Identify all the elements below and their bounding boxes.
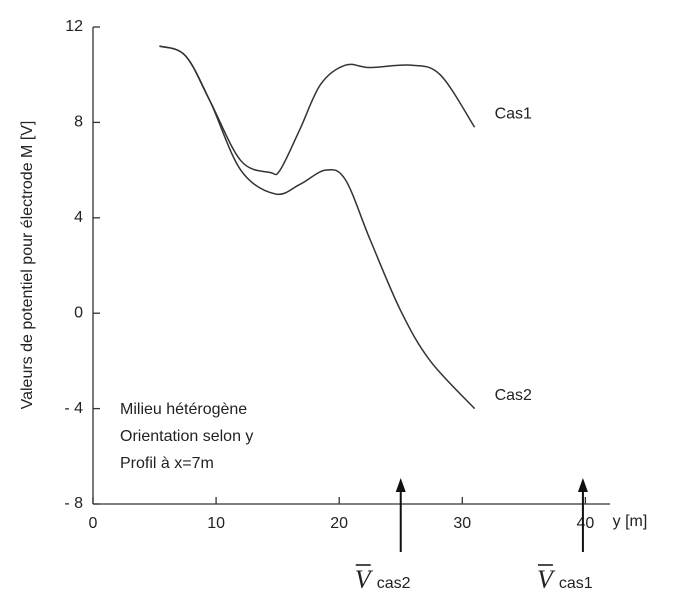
x-tick-label: 30 (453, 515, 471, 532)
x-tick-label: 10 (207, 515, 225, 532)
annotation: Milieu hétérogène (120, 401, 247, 418)
marker-symbol: V (537, 565, 556, 594)
y-tick-label: 12 (65, 18, 83, 35)
x-tick-label: 0 (89, 515, 98, 532)
annotation: Profil à x=7m (120, 455, 214, 472)
x-axis-label: y [m] (613, 513, 648, 530)
y-tick-label: 8 (74, 114, 83, 131)
line-series (159, 45, 476, 410)
annotation: Orientation selon y (120, 428, 253, 445)
line-series (159, 45, 476, 176)
y-tick-label: - 4 (64, 400, 83, 417)
marker-symbol: V (355, 565, 374, 594)
x-tick-label: 20 (330, 515, 348, 532)
marker-arrow-head (395, 478, 406, 492)
y-axis-label: Valeurs de potentiel pour électrode M [V… (19, 121, 36, 410)
marker-subscript: cas1 (559, 575, 593, 592)
series-label: Cas1 (495, 105, 532, 122)
x-tick-label: 40 (576, 515, 594, 532)
series-label: Cas2 (495, 387, 532, 404)
y-tick-label: - 8 (64, 495, 83, 512)
marker-arrow-head (577, 478, 588, 492)
y-tick-label: 4 (74, 209, 83, 226)
marker-subscript: cas2 (377, 575, 411, 592)
y-tick-label: 0 (74, 304, 83, 321)
